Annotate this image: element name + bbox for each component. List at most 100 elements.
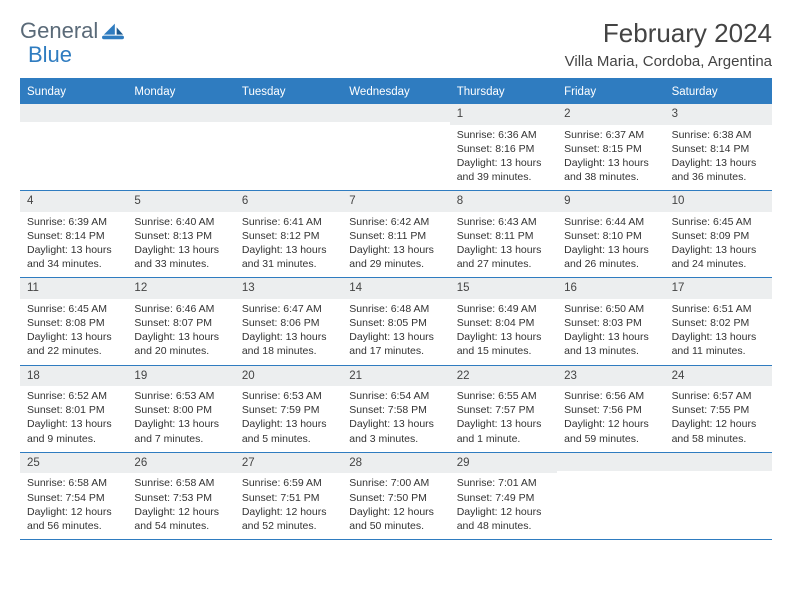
day-ss: Sunset: 8:01 PM xyxy=(27,403,120,417)
day-d2: and 20 minutes. xyxy=(134,344,227,358)
week-row: 4Sunrise: 6:39 AMSunset: 8:14 PMDaylight… xyxy=(20,191,772,278)
day-number: 24 xyxy=(665,366,772,387)
day-d2: and 38 minutes. xyxy=(564,170,657,184)
day-number: 25 xyxy=(20,453,127,474)
day-body: Sunrise: 7:01 AMSunset: 7:49 PMDaylight:… xyxy=(450,473,557,539)
day-body xyxy=(20,122,127,184)
day-d2: and 26 minutes. xyxy=(564,257,657,271)
day-cell: 9Sunrise: 6:44 AMSunset: 8:10 PMDaylight… xyxy=(557,191,664,277)
location: Villa Maria, Cordoba, Argentina xyxy=(565,53,772,70)
day-body: Sunrise: 6:44 AMSunset: 8:10 PMDaylight:… xyxy=(557,212,664,278)
day-sr: Sunrise: 6:44 AM xyxy=(564,215,657,229)
day-d1: Daylight: 13 hours xyxy=(349,330,442,344)
day-body: Sunrise: 6:43 AMSunset: 8:11 PMDaylight:… xyxy=(450,212,557,278)
day-body: Sunrise: 6:39 AMSunset: 8:14 PMDaylight:… xyxy=(20,212,127,278)
logo-blue-wrap: Blue xyxy=(28,42,72,68)
month-title: February 2024 xyxy=(565,18,772,49)
day-number: 27 xyxy=(235,453,342,474)
day-d1: Daylight: 13 hours xyxy=(349,243,442,257)
day-body: Sunrise: 6:42 AMSunset: 8:11 PMDaylight:… xyxy=(342,212,449,278)
day-number xyxy=(557,453,664,471)
day-sr: Sunrise: 6:53 AM xyxy=(242,389,335,403)
day-ss: Sunset: 8:10 PM xyxy=(564,229,657,243)
day-d2: and 52 minutes. xyxy=(242,519,335,533)
day-cell: 22Sunrise: 6:55 AMSunset: 7:57 PMDayligh… xyxy=(450,366,557,452)
day-sr: Sunrise: 6:58 AM xyxy=(134,476,227,490)
day-d2: and 48 minutes. xyxy=(457,519,550,533)
day-number xyxy=(20,104,127,122)
day-ss: Sunset: 8:00 PM xyxy=(134,403,227,417)
day-cell: 4Sunrise: 6:39 AMSunset: 8:14 PMDaylight… xyxy=(20,191,127,277)
week-row: 25Sunrise: 6:58 AMSunset: 7:54 PMDayligh… xyxy=(20,453,772,540)
day-cell: 25Sunrise: 6:58 AMSunset: 7:54 PMDayligh… xyxy=(20,453,127,539)
day-sr: Sunrise: 6:42 AM xyxy=(349,215,442,229)
day-d1: Daylight: 12 hours xyxy=(134,505,227,519)
day-ss: Sunset: 7:57 PM xyxy=(457,403,550,417)
day-d1: Daylight: 13 hours xyxy=(457,417,550,431)
day-cell: 5Sunrise: 6:40 AMSunset: 8:13 PMDaylight… xyxy=(127,191,234,277)
day-number: 6 xyxy=(235,191,342,212)
day-d1: Daylight: 13 hours xyxy=(564,243,657,257)
dow-thu: Thursday xyxy=(450,80,557,104)
day-d2: and 33 minutes. xyxy=(134,257,227,271)
day-d1: Daylight: 13 hours xyxy=(242,417,335,431)
day-d2: and 18 minutes. xyxy=(242,344,335,358)
day-d1: Daylight: 13 hours xyxy=(134,330,227,344)
day-d2: and 56 minutes. xyxy=(27,519,120,533)
day-body: Sunrise: 6:51 AMSunset: 8:02 PMDaylight:… xyxy=(665,299,772,365)
day-d1: Daylight: 13 hours xyxy=(349,417,442,431)
day-body: Sunrise: 6:54 AMSunset: 7:58 PMDaylight:… xyxy=(342,386,449,452)
day-body: Sunrise: 6:36 AMSunset: 8:16 PMDaylight:… xyxy=(450,125,557,191)
day-cell xyxy=(127,104,234,190)
dow-row: Sunday Monday Tuesday Wednesday Thursday… xyxy=(20,80,772,104)
day-cell: 14Sunrise: 6:48 AMSunset: 8:05 PMDayligh… xyxy=(342,278,449,364)
day-d2: and 11 minutes. xyxy=(672,344,765,358)
day-d1: Daylight: 13 hours xyxy=(457,156,550,170)
day-cell xyxy=(557,453,664,539)
day-ss: Sunset: 7:54 PM xyxy=(27,491,120,505)
day-d1: Daylight: 12 hours xyxy=(457,505,550,519)
day-sr: Sunrise: 6:40 AM xyxy=(134,215,227,229)
day-number: 15 xyxy=(450,278,557,299)
day-sr: Sunrise: 6:45 AM xyxy=(27,302,120,316)
day-number: 1 xyxy=(450,104,557,125)
day-number: 16 xyxy=(557,278,664,299)
day-ss: Sunset: 7:53 PM xyxy=(134,491,227,505)
day-ss: Sunset: 7:58 PM xyxy=(349,403,442,417)
day-d1: Daylight: 13 hours xyxy=(564,330,657,344)
day-ss: Sunset: 8:12 PM xyxy=(242,229,335,243)
day-body: Sunrise: 6:58 AMSunset: 7:54 PMDaylight:… xyxy=(20,473,127,539)
day-ss: Sunset: 8:11 PM xyxy=(457,229,550,243)
day-cell: 3Sunrise: 6:38 AMSunset: 8:14 PMDaylight… xyxy=(665,104,772,190)
day-number xyxy=(342,104,449,122)
day-ss: Sunset: 8:08 PM xyxy=(27,316,120,330)
day-ss: Sunset: 8:11 PM xyxy=(349,229,442,243)
day-number: 3 xyxy=(665,104,772,125)
day-cell: 27Sunrise: 6:59 AMSunset: 7:51 PMDayligh… xyxy=(235,453,342,539)
week-row: 11Sunrise: 6:45 AMSunset: 8:08 PMDayligh… xyxy=(20,278,772,365)
day-cell: 28Sunrise: 7:00 AMSunset: 7:50 PMDayligh… xyxy=(342,453,449,539)
day-cell xyxy=(342,104,449,190)
day-cell: 13Sunrise: 6:47 AMSunset: 8:06 PMDayligh… xyxy=(235,278,342,364)
day-d1: Daylight: 12 hours xyxy=(564,417,657,431)
day-d2: and 24 minutes. xyxy=(672,257,765,271)
day-d1: Daylight: 13 hours xyxy=(134,417,227,431)
day-d1: Daylight: 13 hours xyxy=(457,330,550,344)
day-d1: Daylight: 13 hours xyxy=(27,243,120,257)
day-cell xyxy=(235,104,342,190)
day-ss: Sunset: 7:51 PM xyxy=(242,491,335,505)
day-ss: Sunset: 8:09 PM xyxy=(672,229,765,243)
day-body: Sunrise: 6:47 AMSunset: 8:06 PMDaylight:… xyxy=(235,299,342,365)
day-number xyxy=(235,104,342,122)
day-body: Sunrise: 6:37 AMSunset: 8:15 PMDaylight:… xyxy=(557,125,664,191)
day-cell: 29Sunrise: 7:01 AMSunset: 7:49 PMDayligh… xyxy=(450,453,557,539)
day-sr: Sunrise: 6:52 AM xyxy=(27,389,120,403)
day-cell: 16Sunrise: 6:50 AMSunset: 8:03 PMDayligh… xyxy=(557,278,664,364)
logo-text-blue: Blue xyxy=(28,42,72,67)
day-body: Sunrise: 7:00 AMSunset: 7:50 PMDaylight:… xyxy=(342,473,449,539)
day-number: 23 xyxy=(557,366,664,387)
day-number: 20 xyxy=(235,366,342,387)
day-d2: and 31 minutes. xyxy=(242,257,335,271)
day-body: Sunrise: 6:49 AMSunset: 8:04 PMDaylight:… xyxy=(450,299,557,365)
day-ss: Sunset: 8:14 PM xyxy=(672,142,765,156)
